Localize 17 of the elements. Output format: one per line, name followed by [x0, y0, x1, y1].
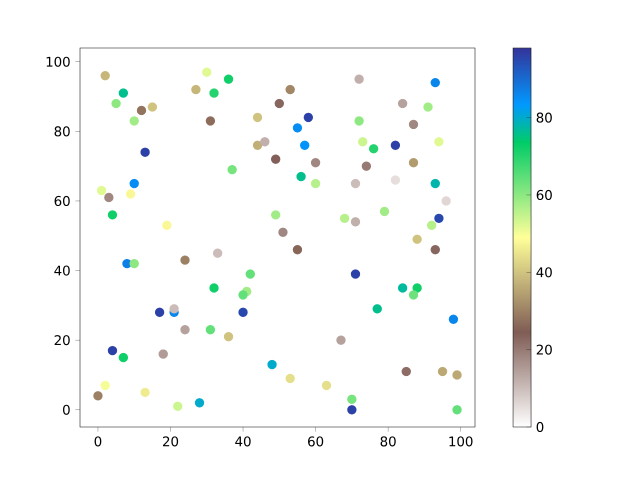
x-tick-label: 0: [94, 436, 102, 446]
y-tick-label: 100: [46, 56, 70, 67]
x-tick-label: 20: [163, 436, 178, 446]
x-tick-label: 100: [449, 436, 473, 446]
x-tick-label: 40: [235, 436, 251, 446]
color-bar-label: 0: [536, 422, 544, 432]
x-tick-label: 80: [380, 436, 396, 446]
y-tick-label: 20: [54, 335, 70, 346]
color-bar-label: 80: [536, 112, 552, 123]
color-bar-label: 40: [536, 267, 552, 278]
y-tick-label: 40: [54, 266, 70, 276]
x-tick-label: 60: [308, 436, 324, 446]
color-bar-label: 20: [536, 344, 552, 355]
y-tick-label: 80: [54, 126, 70, 136]
y-tick-label: 60: [54, 196, 70, 206]
color-bar-label: 60: [536, 190, 552, 200]
y-tick-label: 0: [63, 404, 70, 415]
